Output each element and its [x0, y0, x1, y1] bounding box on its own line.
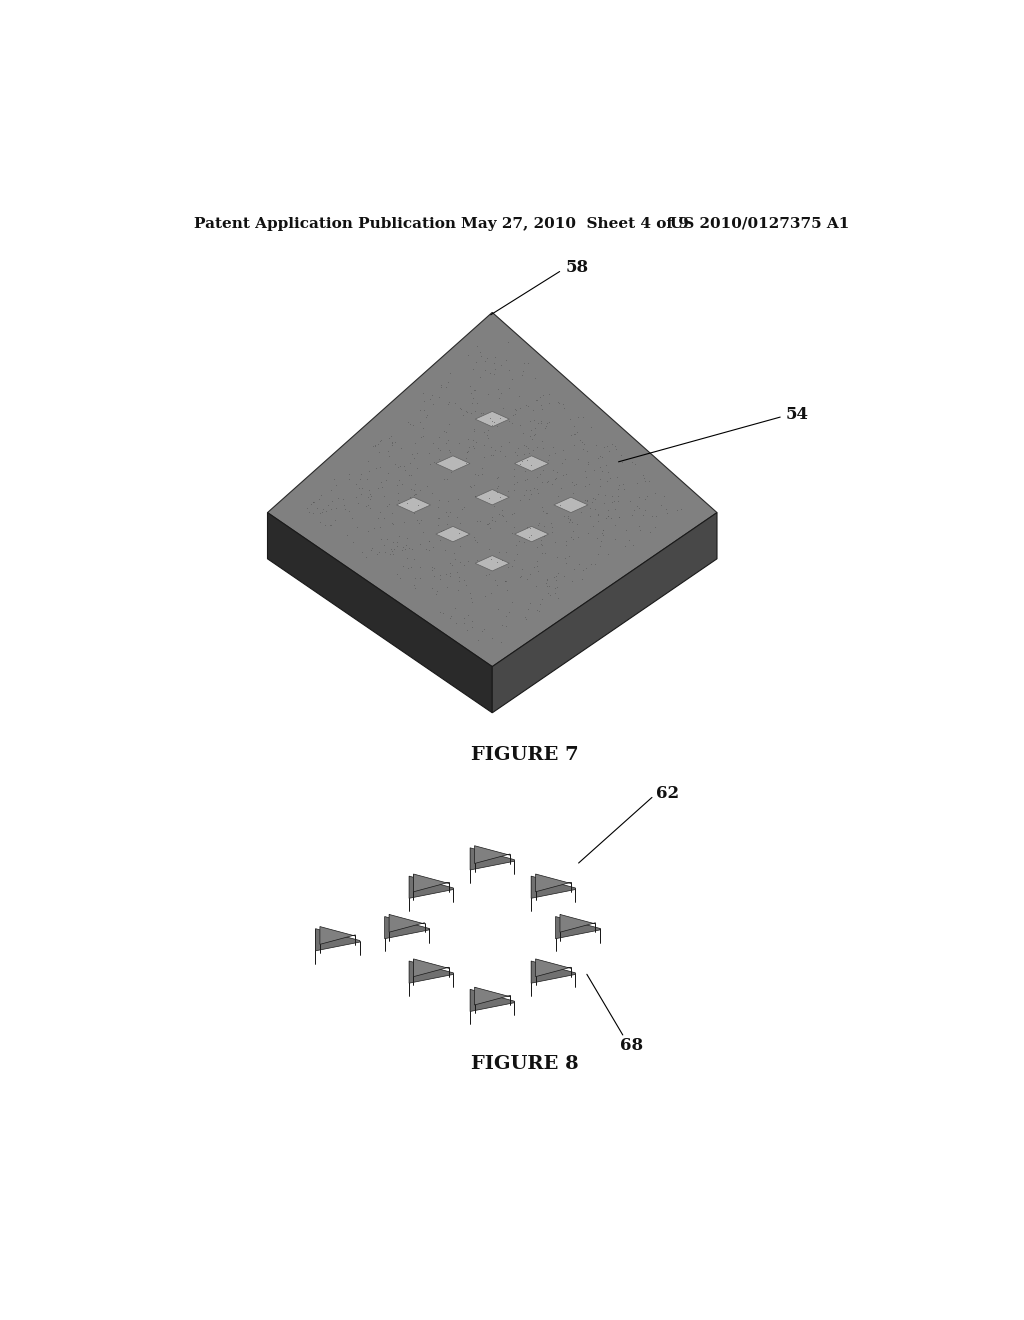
- Polygon shape: [474, 846, 510, 863]
- Polygon shape: [385, 916, 429, 939]
- Polygon shape: [475, 490, 509, 506]
- Text: 62: 62: [656, 785, 680, 801]
- Polygon shape: [470, 989, 514, 1011]
- Polygon shape: [536, 874, 571, 892]
- Polygon shape: [475, 412, 509, 426]
- Polygon shape: [396, 498, 431, 512]
- Polygon shape: [531, 876, 575, 899]
- Text: May 27, 2010  Sheet 4 of 9: May 27, 2010 Sheet 4 of 9: [461, 216, 689, 231]
- Text: FIGURE 8: FIGURE 8: [471, 1055, 579, 1073]
- Text: US 2010/0127375 A1: US 2010/0127375 A1: [671, 216, 850, 231]
- Polygon shape: [560, 915, 595, 932]
- Polygon shape: [436, 455, 470, 471]
- Polygon shape: [514, 455, 549, 471]
- Polygon shape: [474, 987, 510, 1005]
- Polygon shape: [267, 313, 717, 667]
- Polygon shape: [475, 556, 509, 572]
- Polygon shape: [493, 512, 717, 713]
- Text: 58: 58: [566, 259, 589, 276]
- Polygon shape: [389, 915, 425, 932]
- Polygon shape: [315, 929, 359, 950]
- Polygon shape: [267, 512, 493, 713]
- Text: 68: 68: [621, 1036, 643, 1053]
- Text: 54: 54: [785, 405, 808, 422]
- Polygon shape: [409, 961, 454, 983]
- Text: FIGURE 7: FIGURE 7: [471, 746, 579, 764]
- Polygon shape: [514, 527, 549, 541]
- Polygon shape: [414, 874, 449, 892]
- Polygon shape: [536, 958, 571, 977]
- Text: Patent Application Publication: Patent Application Publication: [194, 216, 456, 231]
- Polygon shape: [556, 916, 600, 939]
- Polygon shape: [319, 927, 355, 944]
- Polygon shape: [414, 958, 449, 977]
- Polygon shape: [409, 876, 454, 899]
- Polygon shape: [531, 961, 575, 983]
- Polygon shape: [470, 847, 514, 870]
- Polygon shape: [436, 527, 470, 541]
- Polygon shape: [554, 498, 588, 512]
